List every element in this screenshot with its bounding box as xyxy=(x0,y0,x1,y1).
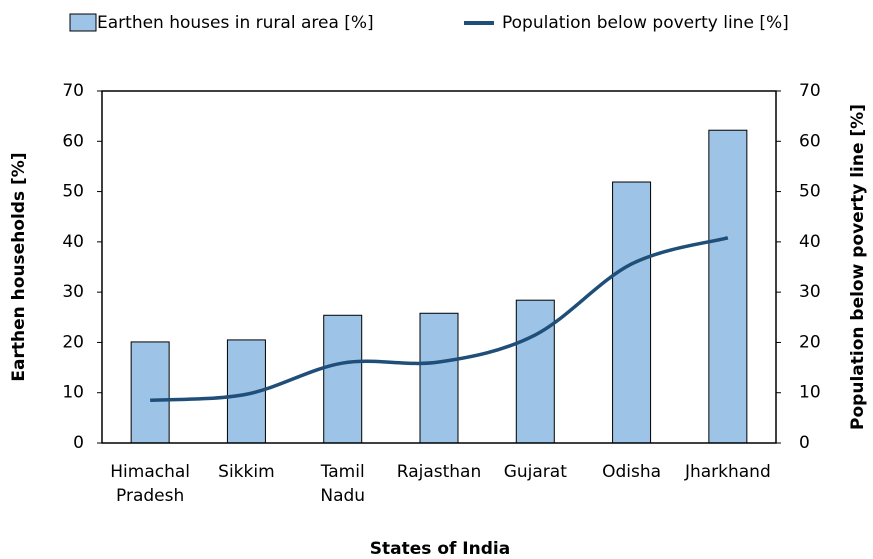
legend-label: Earthen houses in rural area [%] xyxy=(97,13,374,33)
plot-frame xyxy=(101,90,777,444)
y-tick-label: 10 xyxy=(62,383,84,403)
y2-axis-title: Population below poverty line [%] xyxy=(848,104,868,430)
x-tick-label: Rajasthan xyxy=(396,462,482,482)
y2-tick-label: 10 xyxy=(799,383,821,403)
bar xyxy=(515,299,555,444)
y-tick-label: 60 xyxy=(62,131,84,151)
bar xyxy=(612,181,652,444)
x-tick-label: Gujarat xyxy=(503,462,567,482)
y2-tick-label: 0 xyxy=(799,433,810,453)
y-tick-label: 70 xyxy=(62,81,84,101)
y2-tick-label: 20 xyxy=(799,332,821,352)
x-tick-label: Jharkhand xyxy=(684,462,771,482)
y-tick-label: 50 xyxy=(62,182,84,202)
x-axis-title: States of India xyxy=(370,539,510,559)
x-tick-label: Tamil Nadu xyxy=(320,462,366,506)
y-tick-label: 30 xyxy=(62,282,84,302)
bar xyxy=(323,314,363,444)
line xyxy=(150,236,729,403)
x-tick-label: Himachal Pradesh xyxy=(110,462,191,506)
y-tick-label: 20 xyxy=(62,332,84,352)
bar xyxy=(419,312,459,444)
y-tick-label: 0 xyxy=(73,433,84,453)
bar xyxy=(708,129,748,444)
legend-label: Population below poverty line [%] xyxy=(502,13,789,33)
bar xyxy=(130,341,170,444)
x-tick-label: Sikkim xyxy=(218,462,275,482)
y2-tick-label: 70 xyxy=(799,81,821,101)
x-tick-label: Odisha xyxy=(602,462,662,482)
legend-swatch xyxy=(69,13,97,32)
y2-tick-label: 60 xyxy=(799,131,821,151)
y2-tick-label: 40 xyxy=(799,232,821,252)
y2-tick-label: 50 xyxy=(799,182,821,202)
y-axis-title: Earthen households [%] xyxy=(9,152,29,381)
y2-tick-label: 30 xyxy=(799,282,821,302)
y-tick-label: 40 xyxy=(62,232,84,252)
